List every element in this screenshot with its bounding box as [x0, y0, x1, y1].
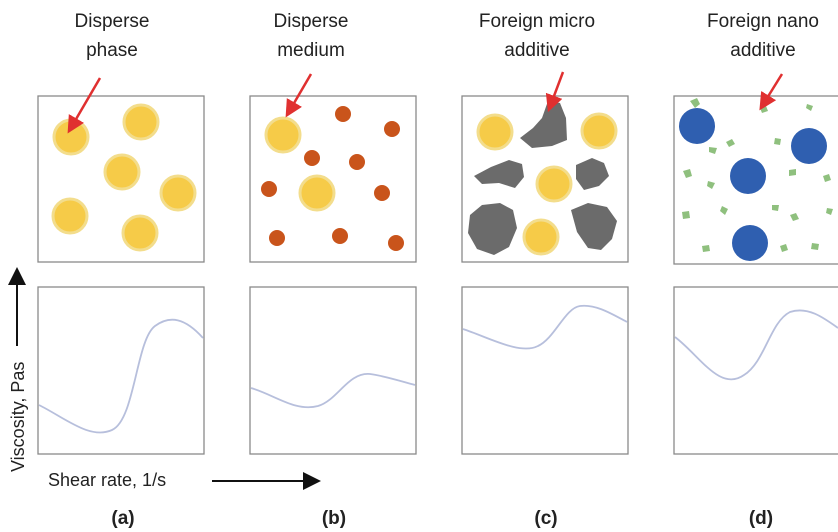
yellow-droplet [105, 155, 139, 189]
panel-b-title-line2: medium [277, 40, 345, 61]
orange-particle [332, 228, 348, 244]
panel-c-title-line2: additive [504, 40, 570, 61]
panel-a-title-line2: phase [86, 40, 138, 61]
yellow-droplet [524, 220, 558, 254]
yellow-droplet [537, 167, 571, 201]
yellow-droplet [53, 199, 87, 233]
orange-particle [335, 106, 351, 122]
orange-particle [388, 235, 404, 251]
y-axis-indicator: Viscosity, Pas [8, 276, 28, 472]
panel-b-caption: (b) [322, 508, 346, 529]
panel-a-curve-box [38, 287, 204, 454]
panel-d-curve-box [674, 287, 838, 454]
orange-particle [304, 150, 320, 166]
yellow-droplet [161, 176, 195, 210]
yellow-droplet [123, 216, 157, 250]
orange-particle [374, 185, 390, 201]
yellow-droplet [54, 120, 88, 154]
panel-d-title: Foreign nano additive [707, 11, 819, 61]
green-nano-particle [772, 205, 779, 211]
x-axis-label: Shear rate, 1/s [48, 470, 166, 490]
blue-droplet [732, 225, 768, 261]
green-nano-particle [682, 211, 690, 219]
panel-c-caption: (c) [534, 508, 557, 529]
green-nano-particle [702, 245, 710, 252]
blue-droplet [791, 128, 827, 164]
panel-d-particle-box [674, 96, 838, 264]
panel-b-particle-box [250, 96, 416, 262]
panel-a-curve-frame [38, 287, 204, 454]
orange-particle [349, 154, 365, 170]
panel-b-title: Disperse medium [274, 11, 349, 61]
panel-c-title-line1: Foreign micro [479, 11, 595, 32]
blue-droplet [679, 108, 715, 144]
yellow-droplet [266, 118, 300, 152]
panel-c-particle-box [462, 96, 628, 262]
orange-particle [269, 230, 285, 246]
panel-c-title: Foreign micro additive [479, 11, 595, 61]
panel-c-curve-frame [462, 287, 628, 454]
yellow-droplet [582, 114, 616, 148]
panel-d-caption: (d) [749, 508, 773, 529]
panel-a-caption: (a) [111, 508, 134, 529]
panel-d-curve-frame [674, 287, 838, 454]
panel-a-title: Disperse phase [75, 11, 150, 61]
panel-b-curve-frame [250, 287, 416, 454]
panel-a-title-line1: Disperse [75, 11, 150, 32]
panel-b-title-line1: Disperse [274, 11, 349, 32]
yellow-droplet [478, 115, 512, 149]
yellow-droplet [300, 176, 334, 210]
panel-a-particle-box [38, 96, 204, 262]
green-nano-particle [789, 169, 796, 176]
panel-c-curve-box [462, 287, 628, 454]
green-nano-particle [811, 243, 819, 250]
x-axis-indicator: Shear rate, 1/s [48, 470, 312, 490]
blue-droplet [730, 158, 766, 194]
panel-d-title-line2: additive [730, 40, 796, 61]
orange-particle [261, 181, 277, 197]
panel-b-curve-box [250, 287, 416, 454]
panel-d-title-line1: Foreign nano [707, 11, 819, 32]
orange-particle [384, 121, 400, 137]
y-axis-label: Viscosity, Pas [8, 362, 28, 472]
yellow-droplet [124, 105, 158, 139]
green-nano-particle [774, 138, 781, 145]
